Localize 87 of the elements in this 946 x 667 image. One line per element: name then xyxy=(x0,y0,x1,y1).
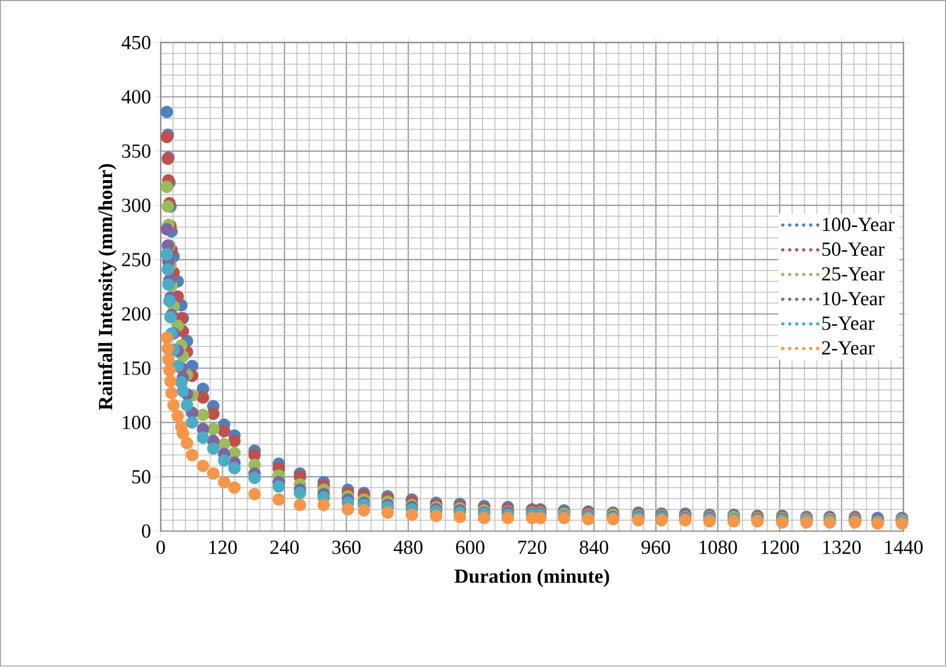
point xyxy=(160,106,174,118)
x-tick-label: 1440 xyxy=(885,540,923,554)
point xyxy=(207,408,220,420)
point xyxy=(218,454,230,467)
point xyxy=(342,503,354,516)
point xyxy=(478,512,490,524)
x-tick-label: 1320 xyxy=(823,540,861,554)
point xyxy=(228,434,241,448)
y-tick-label: 50 xyxy=(132,470,150,484)
point xyxy=(272,494,286,506)
point xyxy=(196,460,210,472)
point xyxy=(582,513,595,526)
point xyxy=(703,515,716,528)
x-tick-label: 720 xyxy=(518,540,546,554)
x-tick-label: 960 xyxy=(642,540,670,554)
point xyxy=(655,514,668,527)
point xyxy=(176,384,190,398)
y-axis-title: Rainfall Intensity (mm/hour) xyxy=(98,164,116,410)
y-tick-label: 450 xyxy=(122,36,150,50)
legend-label: 100-Year xyxy=(822,218,894,232)
x-tick-label: 840 xyxy=(580,540,608,554)
point xyxy=(294,498,306,512)
point xyxy=(171,410,184,422)
x-tick-label: 600 xyxy=(456,540,484,554)
point xyxy=(218,425,230,438)
point xyxy=(180,399,194,412)
point xyxy=(454,510,466,524)
point xyxy=(167,399,180,412)
point xyxy=(196,432,210,444)
y-tick-label: 400 xyxy=(122,90,150,104)
point xyxy=(162,353,175,366)
point xyxy=(632,514,645,527)
point xyxy=(180,437,194,450)
y-tick-label: 0 xyxy=(142,524,150,538)
point xyxy=(207,467,220,480)
point xyxy=(164,375,177,388)
point xyxy=(728,515,740,528)
y-tick-label: 100 xyxy=(122,416,150,430)
point xyxy=(381,506,394,519)
x-tick-label: 1200 xyxy=(761,540,799,554)
point xyxy=(162,278,175,291)
point xyxy=(186,449,198,462)
point xyxy=(162,200,174,213)
y-tick-label: 250 xyxy=(122,253,150,267)
point xyxy=(294,487,306,500)
x-tick-label: 360 xyxy=(332,540,361,554)
y-tick-label: 200 xyxy=(122,307,150,321)
x-axis-title: Duration (minute) xyxy=(454,569,610,588)
point xyxy=(228,462,241,474)
point xyxy=(207,442,220,455)
point xyxy=(248,472,261,484)
point xyxy=(502,512,514,524)
y-tick-label: 300 xyxy=(122,198,150,212)
point xyxy=(160,180,174,194)
point xyxy=(196,391,210,404)
point xyxy=(317,498,330,512)
legend-label: 5-Year xyxy=(822,316,874,330)
point xyxy=(406,508,418,522)
legend-label: 50-Year xyxy=(822,242,884,256)
legend-label: 10-Year xyxy=(822,292,884,306)
point xyxy=(160,332,174,344)
x-tick-label: 1080 xyxy=(700,540,737,554)
y-tick-label: 150 xyxy=(122,362,150,376)
y-tick-label: 350 xyxy=(122,144,150,158)
point xyxy=(163,294,176,308)
point xyxy=(164,311,177,324)
point xyxy=(160,223,174,236)
point xyxy=(196,408,210,422)
x-tick-label: 120 xyxy=(209,540,237,554)
point xyxy=(162,263,174,276)
point xyxy=(430,510,442,522)
point xyxy=(207,422,220,436)
point xyxy=(165,387,178,400)
x-tick-label: 240 xyxy=(270,540,299,554)
point xyxy=(218,476,230,489)
legend-label: 2-Year xyxy=(822,341,874,355)
point xyxy=(272,480,286,493)
point xyxy=(248,488,261,500)
x-tick-label: 0 xyxy=(156,540,165,554)
point xyxy=(162,342,174,356)
legend-label: 25-Year xyxy=(822,267,884,281)
point xyxy=(358,504,370,517)
point xyxy=(160,248,174,261)
x-tick-label: 480 xyxy=(394,540,422,554)
point xyxy=(186,416,198,429)
point xyxy=(163,364,176,377)
point xyxy=(228,482,241,494)
